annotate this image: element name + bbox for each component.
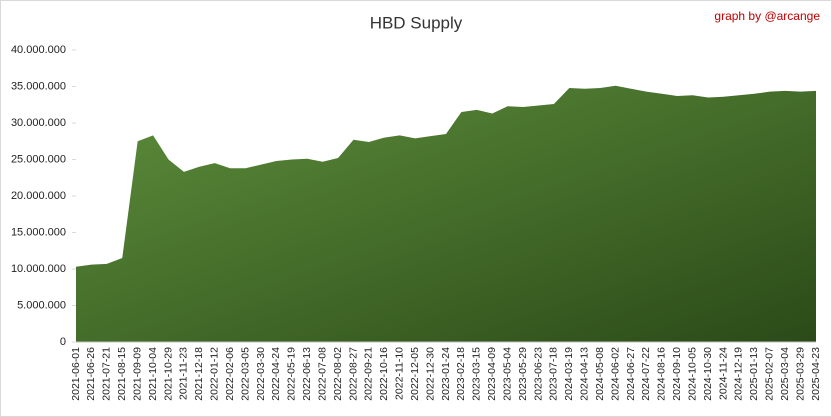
x-tick-label: 2022-12-30	[424, 347, 436, 401]
x-tick-label: 2021-06-01	[70, 347, 82, 401]
x-tick-label: 2025-01-13	[748, 347, 760, 401]
x-tick-label: 2024-06-27	[625, 347, 637, 401]
x-tick-label: 2024-06-02	[609, 347, 621, 401]
y-tick-label: 20.000.000	[11, 190, 66, 202]
x-tick-label: 2024-08-16	[656, 347, 668, 401]
x-tick-label: 2024-10-30	[702, 347, 714, 401]
x-tick-label: 2024-11-24	[717, 347, 729, 400]
x-tick-label: 2021-10-04	[147, 347, 159, 401]
x-tick-label: 2025-03-29	[794, 347, 806, 401]
y-tick-label: 0	[60, 336, 66, 348]
y-tick-label: 30.000.000	[11, 117, 66, 129]
x-tick-label: 2021-06-26	[85, 347, 97, 401]
chart-title: HBD Supply	[370, 13, 463, 32]
x-tick-label: 2022-08-27	[347, 347, 359, 401]
y-tick-label: 40.000.000	[11, 44, 66, 56]
x-tick-label: 2024-05-08	[594, 347, 606, 401]
annotation: graph by @arcange	[714, 9, 820, 23]
x-tick-label: 2022-12-05	[409, 347, 421, 401]
x-tick-label: 2024-03-19	[563, 347, 575, 401]
x-tick-label: 2022-08-02	[332, 347, 344, 401]
x-tick-label: 2021-08-15	[116, 347, 128, 401]
x-tick-label: 2024-07-22	[640, 347, 652, 401]
x-tick-label: 2023-07-18	[548, 347, 560, 401]
x-tick-label: 2024-04-13	[579, 347, 591, 401]
x-tick-label: 2022-02-06	[224, 347, 236, 401]
x-tick-label: 2022-03-30	[255, 347, 267, 401]
y-tick-label: 25.000.000	[11, 153, 66, 165]
x-tick-label: 2025-03-04	[779, 347, 791, 401]
x-tick-label: 2022-09-21	[363, 347, 375, 401]
x-tick-label: 2023-02-18	[455, 347, 467, 401]
y-tick-label: 35.000.000	[11, 80, 66, 92]
x-tick-label: 2023-03-15	[471, 347, 483, 401]
y-tick-label: 5.000.000	[17, 299, 66, 311]
x-tick-label: 2022-07-08	[316, 347, 328, 401]
y-tick-label: 10.000.000	[11, 263, 66, 275]
x-tick-label: 2024-09-10	[671, 347, 683, 401]
x-tick-label: 2023-04-09	[486, 347, 498, 401]
x-tick-label: 2023-06-23	[532, 347, 544, 401]
x-tick-label: 2021-07-21	[101, 347, 113, 401]
x-tick-label: 2024-10-05	[686, 347, 698, 401]
x-tick-label: 2021-12-18	[193, 347, 205, 401]
x-tick-label: 2022-11-10	[394, 347, 406, 400]
x-tick-label: 2023-01-24	[440, 347, 452, 401]
x-tick-label: 2025-04-23	[810, 347, 822, 401]
x-tick-label: 2022-05-19	[286, 347, 298, 401]
x-tick-label: 2025-02-07	[764, 347, 776, 401]
x-tick-label: 2022-01-12	[209, 347, 221, 401]
x-tick-label: 2021-10-29	[162, 347, 174, 401]
x-tick-label: 2022-04-24	[270, 347, 282, 401]
x-tick-label: 2024-12-19	[733, 347, 745, 401]
x-tick-label: 2023-05-04	[501, 347, 513, 401]
x-tick-label: 2022-03-05	[239, 347, 251, 401]
x-tick-label: 2023-05-29	[517, 347, 529, 401]
x-tick-label: 2021-09-09	[131, 347, 143, 401]
area	[76, 85, 816, 343]
x-tick-label: 2022-06-13	[301, 347, 313, 401]
x-tick-label: 2022-10-16	[378, 347, 390, 401]
x-tick-label: 2021-11-23	[178, 347, 190, 400]
y-tick-label: 15.000.000	[11, 226, 66, 238]
